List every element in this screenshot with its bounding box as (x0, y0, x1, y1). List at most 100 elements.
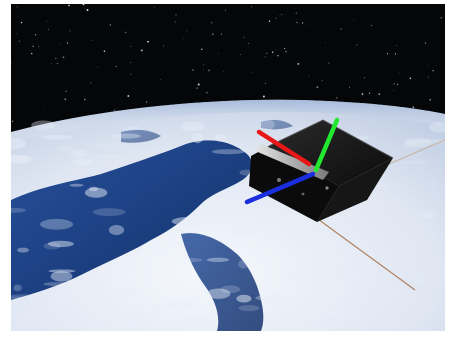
cloud-patch (11, 296, 37, 306)
cloud-patch (421, 212, 435, 219)
star (432, 69, 434, 72)
star (363, 77, 366, 79)
star (56, 63, 59, 65)
cloud-patch (40, 218, 73, 230)
z-axis-blue (244, 171, 316, 205)
star (266, 52, 268, 54)
star (393, 83, 395, 85)
cloud-patch (47, 240, 74, 248)
star (211, 22, 213, 24)
starfield (11, 4, 442, 123)
cloud-patch (85, 318, 100, 329)
star (368, 92, 371, 94)
star (427, 76, 429, 78)
x-axis-red (256, 129, 312, 167)
cloud-patch (171, 216, 207, 226)
star (201, 48, 203, 50)
star (223, 70, 225, 72)
satellite-edge-highlight (268, 119, 394, 159)
star (224, 9, 226, 11)
star (340, 28, 342, 30)
tether-line-upper (388, 139, 445, 165)
cloud-patch (289, 270, 323, 277)
star (285, 50, 287, 53)
satellite-port (301, 192, 305, 196)
body-frame-axes (244, 117, 340, 205)
star (130, 45, 132, 47)
star (124, 31, 127, 34)
star (295, 12, 297, 14)
star (20, 21, 23, 24)
star (30, 52, 33, 55)
star (252, 71, 253, 73)
cloud-patch (72, 159, 95, 166)
cloud-patch (314, 312, 350, 317)
cloud-patch (192, 132, 204, 144)
star (321, 80, 323, 82)
cloud-patch (11, 155, 31, 163)
cloud-patch (110, 133, 141, 139)
cloud-patch (96, 154, 119, 158)
star (202, 69, 204, 71)
star (271, 51, 274, 54)
star (109, 24, 112, 26)
cloud-patch (11, 138, 27, 150)
star (356, 44, 358, 46)
cloud-patch (91, 142, 125, 148)
star (308, 75, 310, 76)
cloud-patch (238, 259, 249, 269)
star (32, 45, 34, 47)
cloud-patch (81, 282, 110, 293)
star (206, 92, 208, 94)
star (251, 6, 253, 8)
star (59, 43, 61, 44)
cloud-patch (184, 316, 209, 326)
star (378, 93, 380, 95)
star (262, 95, 265, 98)
star (361, 93, 364, 95)
cloud-patch (92, 208, 126, 217)
tether-line (310, 213, 416, 291)
cloud-patch (382, 288, 412, 294)
star (247, 43, 249, 45)
cloud-patch (211, 149, 245, 155)
cloud-patch (170, 257, 203, 263)
star (296, 21, 298, 24)
star (130, 73, 132, 75)
star (398, 71, 400, 73)
star (396, 44, 397, 46)
star (281, 13, 283, 15)
cloud-patch (418, 277, 429, 284)
star (294, 4, 296, 6)
cloud-patch (206, 257, 230, 262)
cloud-patch (123, 126, 141, 131)
star (397, 84, 399, 86)
cloud-patch (69, 183, 84, 187)
cloud-patch (220, 285, 241, 294)
star (97, 66, 99, 68)
star (412, 106, 415, 109)
star (336, 97, 338, 99)
cloud-patch (47, 294, 79, 304)
star (220, 33, 222, 35)
satellite-port (277, 178, 281, 182)
cloud-patch (405, 137, 432, 148)
cloud-patch (11, 207, 26, 213)
star (16, 33, 18, 34)
star (130, 62, 132, 64)
star (370, 24, 372, 26)
cloud-patch (88, 186, 99, 192)
cloud-patch (260, 119, 275, 130)
star (218, 53, 219, 55)
star (115, 23, 117, 25)
star (325, 42, 326, 43)
star (316, 86, 319, 89)
star (38, 46, 40, 48)
cloud-patch (328, 286, 356, 291)
cloud-patch (84, 187, 108, 198)
satellite-rail (253, 144, 329, 180)
cloud-patch (236, 227, 267, 234)
cloud-patch (108, 225, 125, 235)
star (62, 56, 65, 59)
